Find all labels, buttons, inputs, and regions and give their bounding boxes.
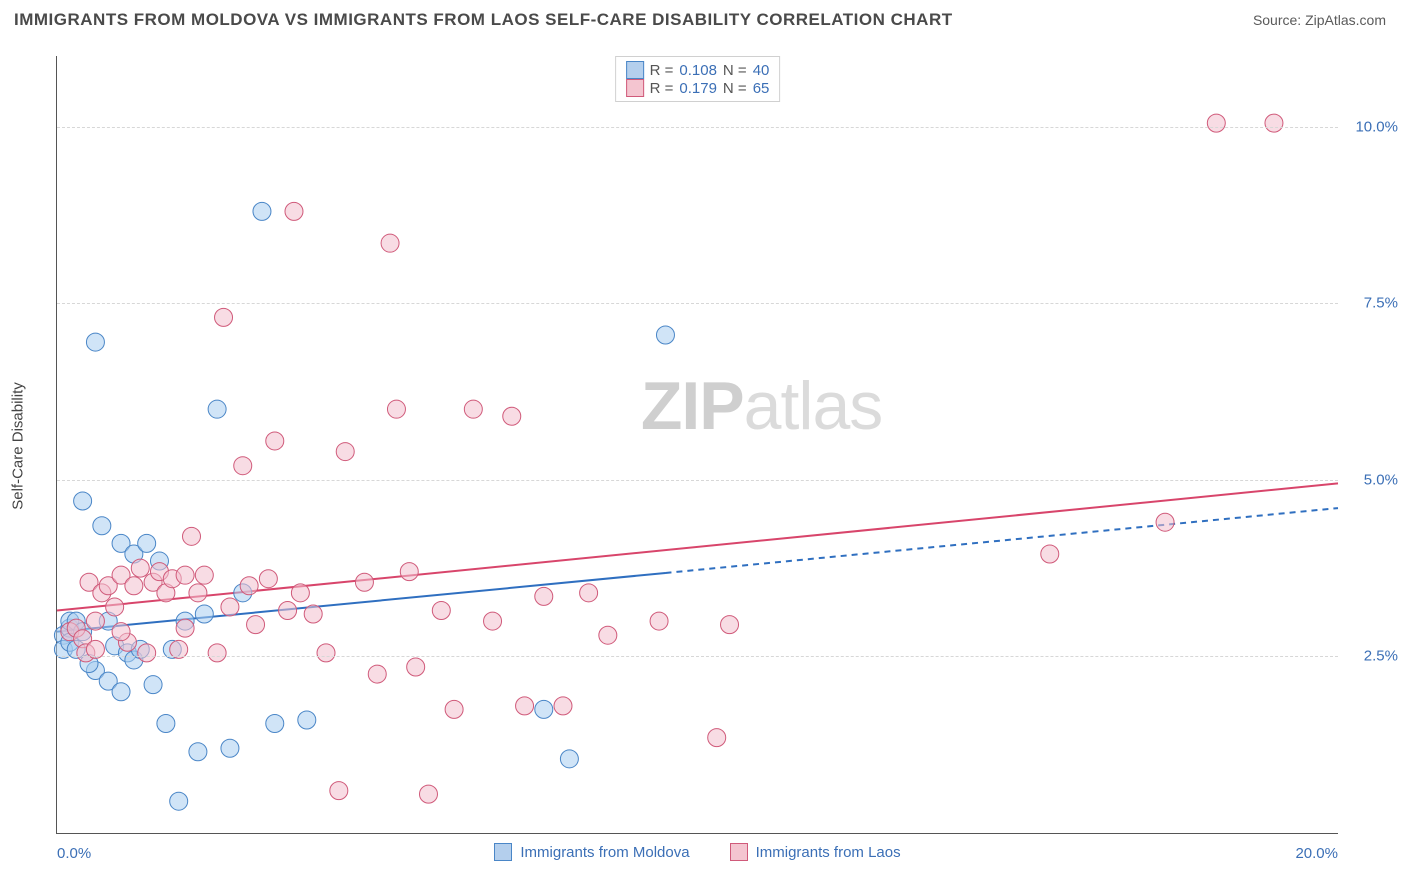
- y-tick-label: 10.0%: [1355, 118, 1398, 135]
- legend-label: Immigrants from Moldova: [520, 844, 689, 861]
- y-tick-label: 5.0%: [1364, 471, 1398, 488]
- legend-row-moldova: R = 0.108 N = 40: [626, 61, 770, 79]
- y-axis-label: Self-Care Disability: [10, 382, 27, 510]
- legend-item-laos: Immigrants from Laos: [730, 843, 901, 861]
- legend-row-laos: R = 0.179 N = 65: [626, 79, 770, 97]
- swatch-icon: [494, 843, 512, 861]
- swatch-icon: [730, 843, 748, 861]
- x-tick-label: 20.0%: [1295, 845, 1338, 862]
- legend-label: Immigrants from Laos: [756, 844, 901, 861]
- y-tick-label: 2.5%: [1364, 648, 1398, 665]
- legend-item-moldova: Immigrants from Moldova: [494, 843, 689, 861]
- source-label: Source: ZipAtlas.com: [1253, 12, 1386, 28]
- y-tick-label: 7.5%: [1364, 295, 1398, 312]
- scatter-svg: [57, 56, 1338, 833]
- swatch-icon: [626, 79, 644, 97]
- swatch-icon: [626, 61, 644, 79]
- correlation-legend: R = 0.108 N = 40 R = 0.179 N = 65: [615, 56, 781, 102]
- x-tick-label: 0.0%: [57, 845, 91, 862]
- chart-title: IMMIGRANTS FROM MOLDOVA VS IMMIGRANTS FR…: [14, 10, 953, 30]
- series-legend: Immigrants from Moldova Immigrants from …: [57, 843, 1338, 861]
- chart-plot-area: ZIPatlas R = 0.108 N = 40 R = 0.179 N = …: [56, 56, 1338, 834]
